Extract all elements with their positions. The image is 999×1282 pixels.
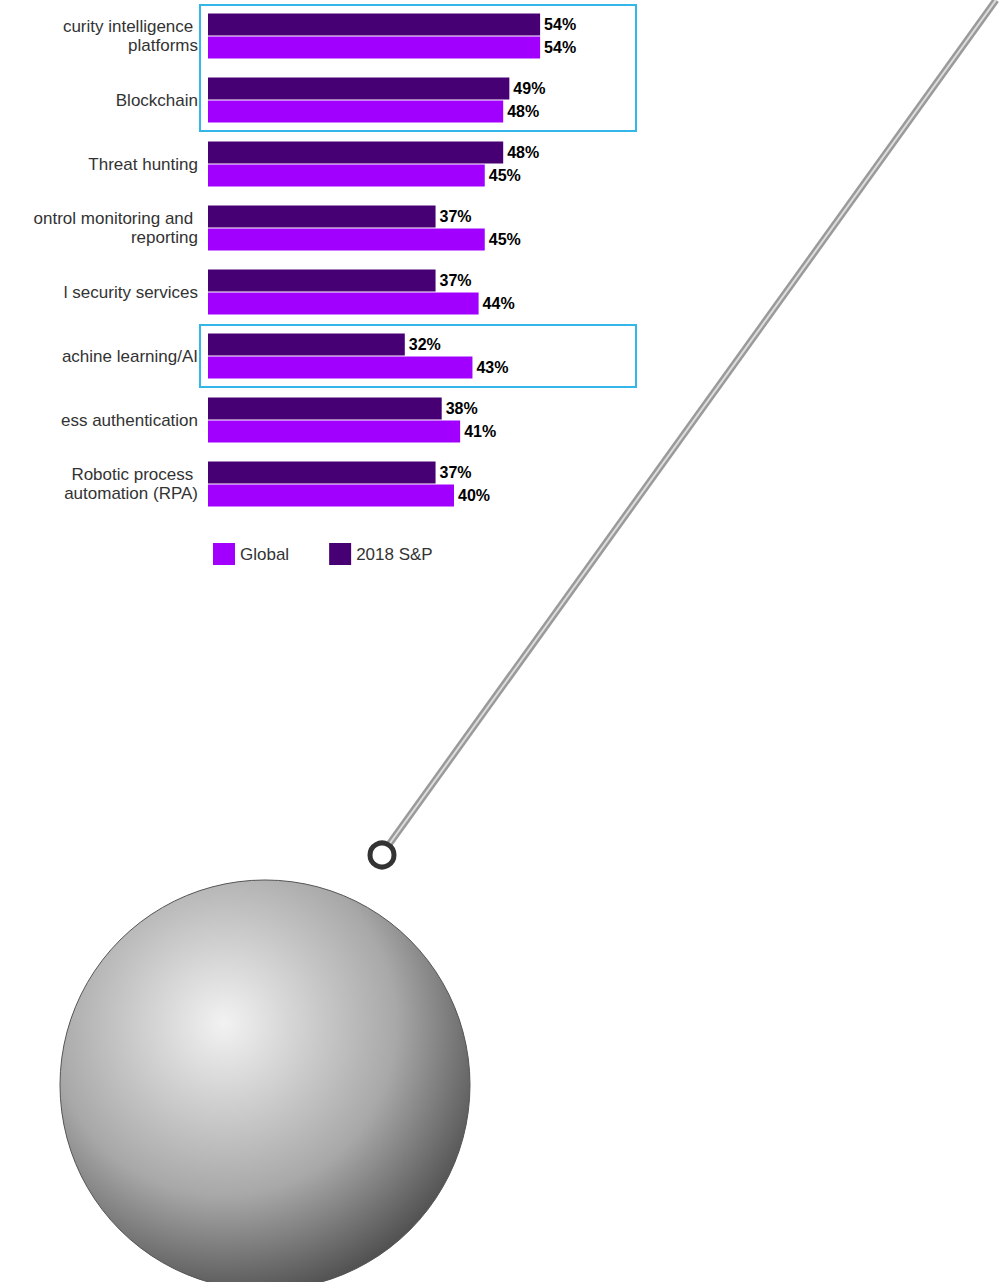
svg-text:48%: 48% [507, 103, 539, 120]
svg-text:45%: 45% [489, 231, 521, 248]
svg-text:ontrol monitoring and: ontrol monitoring and [34, 209, 198, 228]
svg-text:2018 S&P: 2018 S&P [356, 545, 433, 564]
svg-text:ess authentication: ess authentication [61, 411, 198, 430]
svg-text:curity intelligence: curity intelligence [63, 17, 198, 36]
svg-text:37%: 37% [440, 208, 472, 225]
svg-text:41%: 41% [464, 423, 496, 440]
svg-text:Threat hunting: Threat hunting [88, 155, 198, 174]
svg-text:48%: 48% [507, 144, 539, 161]
svg-text:38%: 38% [446, 400, 478, 417]
svg-text:40%: 40% [458, 487, 490, 504]
svg-text:Robotic process: Robotic process [71, 465, 198, 484]
svg-text:45%: 45% [489, 167, 521, 184]
svg-text:37%: 37% [440, 464, 472, 481]
svg-text:l security services: l security services [64, 283, 198, 302]
svg-text:44%: 44% [483, 295, 515, 312]
svg-text:54%: 54% [544, 39, 576, 56]
svg-text:49%: 49% [513, 80, 545, 97]
svg-text:32%: 32% [409, 336, 441, 353]
svg-text:reporting: reporting [131, 228, 198, 247]
svg-text:Blockchain: Blockchain [116, 91, 198, 110]
svg-text:automation (RPA): automation (RPA) [64, 484, 198, 503]
svg-text:37%: 37% [440, 272, 472, 289]
svg-text:Global: Global [240, 545, 289, 564]
svg-text:platforms: platforms [128, 36, 198, 55]
svg-text:54%: 54% [544, 16, 576, 33]
svg-text:achine learning/AI: achine learning/AI [62, 347, 198, 366]
svg-text:43%: 43% [476, 359, 508, 376]
